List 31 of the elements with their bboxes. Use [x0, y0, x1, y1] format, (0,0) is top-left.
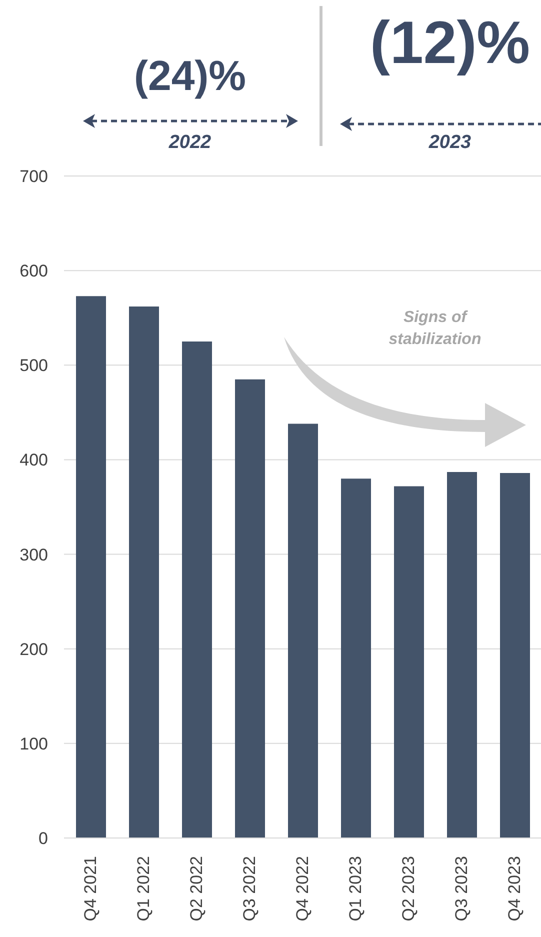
x-tick-label: Q4 2022 — [293, 856, 312, 922]
y-tick-label: 700 — [20, 167, 48, 186]
annotation: Signs of stabilization — [388, 308, 482, 350]
y-tick-label: 300 — [20, 545, 48, 564]
bar — [394, 486, 424, 838]
text: 2022 — [168, 132, 212, 154]
y-tick-label: 600 — [20, 262, 48, 281]
x-tick-label: Q1 2022 — [134, 856, 153, 922]
y-tick-label: 0 — [38, 829, 48, 848]
x-tick-label: Q1 2023 — [346, 856, 365, 922]
bar — [500, 472, 530, 838]
bar — [288, 424, 318, 838]
x-tick-label: Q2 2023 — [399, 856, 418, 922]
x-tick-label: Q2 2022 — [187, 856, 206, 922]
bar — [235, 379, 265, 838]
x-tick-label: Q4 2023 — [505, 856, 524, 922]
x-tick-label: Q3 2023 — [452, 856, 471, 922]
y-tick-label: 400 — [20, 450, 48, 470]
bar — [76, 296, 106, 838]
text: 2023 — [428, 132, 472, 154]
y-tick-label: 500 — [20, 356, 48, 376]
x-tick-label: Q3 2022 — [240, 856, 259, 922]
bar — [182, 342, 212, 838]
x-tick-label: Q4 2021 — [81, 856, 100, 922]
text: (12)% — [368, 8, 532, 77]
bar — [129, 306, 159, 838]
y-tick-label: 200 — [20, 640, 48, 659]
bar — [447, 472, 477, 838]
bar — [341, 478, 371, 838]
text: (24)% — [132, 52, 248, 100]
y-tick-label: 100 — [20, 734, 48, 754]
